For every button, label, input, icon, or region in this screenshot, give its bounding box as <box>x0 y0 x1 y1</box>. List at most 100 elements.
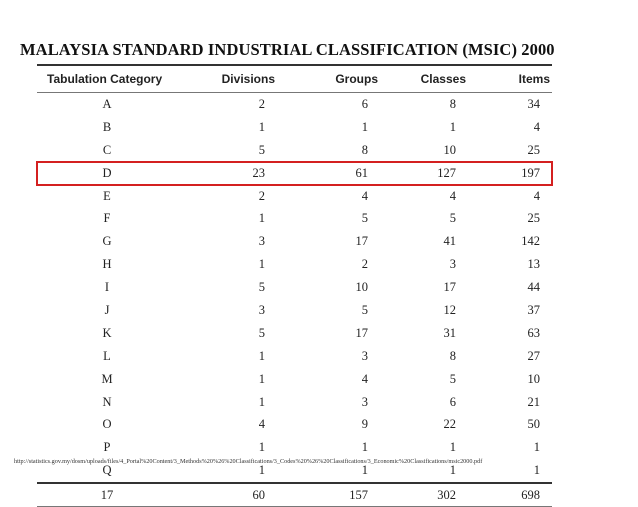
cell-category: Q <box>102 463 112 478</box>
table-row: N 1 3 6 21 <box>37 391 552 414</box>
cell-classes: 17 <box>443 280 457 295</box>
cell-groups: 61 <box>355 165 369 180</box>
table-body: A 2 6 8 34 B 1 1 1 4 C 5 8 10 25 D 23 61 127 197 E 2 4 4 4 F 1 5 5 25… <box>36 93 553 482</box>
cell-category: M <box>101 371 113 386</box>
cell-classes: 4 <box>449 188 456 203</box>
table-row: P 1 1 1 1 <box>37 436 552 459</box>
cell-category: A <box>102 96 112 111</box>
cell-items: 10 <box>527 371 541 386</box>
cell-items: 1 <box>533 463 540 478</box>
cell-divisions: 23 <box>252 165 266 180</box>
table-row: Q 1 1 1 1 <box>37 459 552 482</box>
cell-groups: 4 <box>361 371 368 386</box>
cell-classes: 1 <box>449 463 456 478</box>
cell-divisions: 4 <box>258 417 265 432</box>
cell-items: 4 <box>533 119 540 134</box>
cell-groups: 17 <box>355 234 369 249</box>
cell-items: 13 <box>527 257 541 272</box>
cell-divisions: 1 <box>258 211 265 226</box>
table-row: C 5 8 10 25 <box>37 139 552 162</box>
cell-groups: 6 <box>361 96 368 111</box>
cell-groups: 5 <box>361 302 368 317</box>
cell-divisions: 1 <box>258 257 265 272</box>
cell-classes: 41 <box>443 234 457 249</box>
cell-items: 27 <box>527 348 541 363</box>
table-row: I 5 10 17 44 <box>37 276 552 299</box>
total-items: 698 <box>521 487 540 502</box>
cell-category: D <box>102 165 112 180</box>
cell-items: 44 <box>527 280 541 295</box>
cell-classes: 6 <box>449 394 456 409</box>
cell-classes: 1 <box>449 440 456 455</box>
cell-groups: 10 <box>355 280 369 295</box>
cell-items: 197 <box>521 165 540 180</box>
table-row: H 1 2 3 13 <box>37 253 552 276</box>
table-row: K 5 17 31 63 <box>37 322 552 345</box>
cell-classes: 5 <box>449 211 456 226</box>
cell-divisions: 2 <box>258 188 265 203</box>
table-header-rule <box>37 92 552 93</box>
cell-items: 142 <box>521 234 540 249</box>
cell-classes: 8 <box>449 348 456 363</box>
table-row: M 1 4 5 10 <box>37 368 552 391</box>
cell-groups: 8 <box>361 142 368 157</box>
cell-divisions: 3 <box>258 302 265 317</box>
header-classes: Classes <box>420 72 466 86</box>
cell-groups: 2 <box>361 257 368 272</box>
cell-classes: 127 <box>437 165 456 180</box>
source-url[interactable]: http://statistics.gov.my/dosm/uploads/fi… <box>14 458 483 465</box>
cell-classes: 3 <box>449 257 456 272</box>
cell-classes: 1 <box>449 119 456 134</box>
cell-divisions: 1 <box>258 463 265 478</box>
cell-divisions: 1 <box>258 348 265 363</box>
cell-groups: 1 <box>361 463 368 478</box>
page-title: MALAYSIA STANDARD INDUSTRIAL CLASSIFICAT… <box>20 40 555 59</box>
table-row: J 3 5 12 37 <box>37 299 552 322</box>
cell-groups: 3 <box>361 394 368 409</box>
cell-classes: 5 <box>449 371 456 386</box>
cell-groups: 9 <box>361 417 368 432</box>
cell-category: I <box>104 280 110 295</box>
cell-category: B <box>102 119 112 134</box>
cell-category: K <box>102 325 112 340</box>
cell-divisions: 5 <box>258 142 265 157</box>
cell-category: N <box>102 394 112 409</box>
cell-category: H <box>102 257 112 272</box>
table-row: G 3 17 41 142 <box>37 230 552 253</box>
cell-category: E <box>103 188 111 203</box>
cell-groups: 3 <box>361 348 368 363</box>
cell-items: 25 <box>527 142 541 157</box>
total-divisions: 60 <box>252 487 266 502</box>
table-row: A 2 6 8 34 <box>37 93 552 116</box>
table-header-row: Tabulation Category Divisions Groups Cla… <box>37 66 552 92</box>
table-row: F 1 5 5 25 <box>37 207 552 230</box>
total-category: 17 <box>100 487 114 502</box>
cell-groups: 17 <box>355 325 369 340</box>
cell-items: 63 <box>527 325 541 340</box>
cell-category: G <box>102 234 112 249</box>
cell-classes: 22 <box>443 417 457 432</box>
cell-items: 21 <box>527 394 541 409</box>
cell-category: C <box>102 142 112 157</box>
cell-divisions: 5 <box>258 280 265 295</box>
table-total-row: 17 60 157 302 698 <box>37 484 552 506</box>
table-row: L 1 3 8 27 <box>37 345 552 368</box>
header-items: Items <box>518 72 550 86</box>
cell-items: 34 <box>527 96 541 111</box>
cell-classes: 8 <box>449 96 456 111</box>
cell-items: 4 <box>533 188 540 203</box>
cell-category: O <box>102 417 112 432</box>
cell-groups: 1 <box>361 119 368 134</box>
cell-divisions: 5 <box>258 325 265 340</box>
cell-items: 37 <box>527 302 541 317</box>
msic-table: Tabulation Category Divisions Groups Cla… <box>36 64 553 507</box>
table-row: E 2 4 4 4 <box>37 185 552 208</box>
table-row: B 1 1 1 4 <box>37 116 552 139</box>
cell-items: 50 <box>527 417 541 432</box>
cell-category: F <box>103 211 111 226</box>
cell-classes: 31 <box>443 325 457 340</box>
cell-items: 25 <box>527 211 541 226</box>
total-groups: 157 <box>349 487 368 502</box>
table-top-rule <box>37 64 552 66</box>
cell-items: 1 <box>533 440 540 455</box>
